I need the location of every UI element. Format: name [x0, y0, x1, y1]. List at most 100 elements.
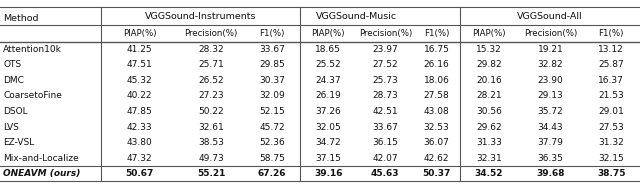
Text: 47.32: 47.32 — [127, 154, 152, 163]
Text: 29.85: 29.85 — [259, 60, 285, 69]
Text: 25.52: 25.52 — [316, 60, 341, 69]
Text: VGGSound-All: VGGSound-All — [517, 12, 582, 21]
Text: ONEAVM (ours): ONEAVM (ours) — [3, 169, 81, 178]
Text: 20.16: 20.16 — [476, 76, 502, 85]
Text: 29.62: 29.62 — [476, 122, 502, 131]
Text: 16.75: 16.75 — [424, 45, 449, 54]
Text: 27.58: 27.58 — [424, 91, 449, 100]
Text: 36.07: 36.07 — [424, 138, 449, 147]
Text: 19.21: 19.21 — [538, 45, 563, 54]
Text: F1(%): F1(%) — [424, 29, 449, 38]
Text: 42.51: 42.51 — [372, 107, 398, 116]
Text: 13.12: 13.12 — [598, 45, 624, 54]
Text: 67.26: 67.26 — [258, 169, 286, 178]
Text: 43.80: 43.80 — [127, 138, 152, 147]
Text: 15.32: 15.32 — [476, 45, 502, 54]
Text: 33.67: 33.67 — [259, 45, 285, 54]
Text: Precision(%): Precision(%) — [358, 29, 412, 38]
Text: 32.15: 32.15 — [598, 154, 624, 163]
Text: 18.65: 18.65 — [316, 45, 341, 54]
Text: 38.53: 38.53 — [198, 138, 224, 147]
Text: 40.22: 40.22 — [127, 91, 152, 100]
Text: F1(%): F1(%) — [259, 29, 285, 38]
Text: 32.05: 32.05 — [316, 122, 341, 131]
Text: 39.16: 39.16 — [314, 169, 342, 178]
Text: DSOL: DSOL — [3, 107, 28, 116]
Text: 16.37: 16.37 — [598, 76, 624, 85]
Text: 47.85: 47.85 — [127, 107, 152, 116]
Text: VGGSound-Instruments: VGGSound-Instruments — [145, 12, 256, 21]
Text: LVS: LVS — [3, 122, 19, 131]
Text: Precision(%): Precision(%) — [524, 29, 577, 38]
Text: 30.56: 30.56 — [476, 107, 502, 116]
Text: 21.53: 21.53 — [598, 91, 624, 100]
Text: 25.73: 25.73 — [372, 76, 398, 85]
Text: 27.52: 27.52 — [372, 60, 398, 69]
Text: OTS: OTS — [3, 60, 21, 69]
Text: 42.62: 42.62 — [424, 154, 449, 163]
Text: 32.82: 32.82 — [538, 60, 563, 69]
Text: 29.01: 29.01 — [598, 107, 624, 116]
Text: 30.37: 30.37 — [259, 76, 285, 85]
Text: 43.08: 43.08 — [424, 107, 449, 116]
Text: 42.33: 42.33 — [127, 122, 152, 131]
Text: 32.31: 32.31 — [476, 154, 502, 163]
Text: 28.32: 28.32 — [198, 45, 224, 54]
Text: VGGSound-Music: VGGSound-Music — [316, 12, 397, 21]
Text: 47.51: 47.51 — [127, 60, 152, 69]
Text: DMC: DMC — [3, 76, 24, 85]
Text: 28.21: 28.21 — [476, 91, 502, 100]
Text: 38.75: 38.75 — [597, 169, 625, 178]
Text: 34.52: 34.52 — [475, 169, 503, 178]
Text: 49.73: 49.73 — [198, 154, 224, 163]
Text: 50.22: 50.22 — [198, 107, 224, 116]
Text: 25.71: 25.71 — [198, 60, 224, 69]
Text: EZ-VSL: EZ-VSL — [3, 138, 35, 147]
Text: Attention10k: Attention10k — [3, 45, 62, 54]
Text: 36.15: 36.15 — [372, 138, 398, 147]
Text: 26.16: 26.16 — [424, 60, 449, 69]
Text: 50.67: 50.67 — [125, 169, 154, 178]
Text: 37.15: 37.15 — [316, 154, 341, 163]
Text: 50.37: 50.37 — [422, 169, 451, 178]
Text: 52.36: 52.36 — [259, 138, 285, 147]
Text: PIAP(%): PIAP(%) — [472, 29, 506, 38]
Text: 31.32: 31.32 — [598, 138, 624, 147]
Text: 27.53: 27.53 — [598, 122, 624, 131]
Text: CoarsetoFine: CoarsetoFine — [3, 91, 62, 100]
Text: 25.87: 25.87 — [598, 60, 624, 69]
Text: 37.79: 37.79 — [538, 138, 563, 147]
Text: 32.53: 32.53 — [424, 122, 449, 131]
Text: 31.33: 31.33 — [476, 138, 502, 147]
Text: 32.09: 32.09 — [259, 91, 285, 100]
Text: 29.82: 29.82 — [476, 60, 502, 69]
Text: 28.73: 28.73 — [372, 91, 398, 100]
Text: PIAP(%): PIAP(%) — [123, 29, 156, 38]
Text: 18.06: 18.06 — [424, 76, 449, 85]
Text: 32.61: 32.61 — [198, 122, 224, 131]
Text: 34.72: 34.72 — [316, 138, 341, 147]
Text: 34.43: 34.43 — [538, 122, 563, 131]
Text: PIAP(%): PIAP(%) — [312, 29, 345, 38]
Text: 45.72: 45.72 — [259, 122, 285, 131]
Text: 29.13: 29.13 — [538, 91, 563, 100]
Text: 36.35: 36.35 — [538, 154, 563, 163]
Text: 35.72: 35.72 — [538, 107, 563, 116]
Text: Precision(%): Precision(%) — [184, 29, 238, 38]
Text: 52.15: 52.15 — [259, 107, 285, 116]
Text: 55.21: 55.21 — [197, 169, 225, 178]
Text: 26.19: 26.19 — [316, 91, 341, 100]
Text: 45.63: 45.63 — [371, 169, 399, 178]
Text: 23.97: 23.97 — [372, 45, 398, 54]
Text: 42.07: 42.07 — [372, 154, 398, 163]
Text: 41.25: 41.25 — [127, 45, 152, 54]
Text: 26.52: 26.52 — [198, 76, 224, 85]
Text: 45.32: 45.32 — [127, 76, 152, 85]
Text: 58.75: 58.75 — [259, 154, 285, 163]
Text: F1(%): F1(%) — [598, 29, 624, 38]
Text: Mix-and-Localize: Mix-and-Localize — [3, 154, 79, 163]
Text: 23.90: 23.90 — [538, 76, 563, 85]
Text: 33.67: 33.67 — [372, 122, 398, 131]
Text: 37.26: 37.26 — [316, 107, 341, 116]
Text: Method: Method — [3, 14, 38, 23]
